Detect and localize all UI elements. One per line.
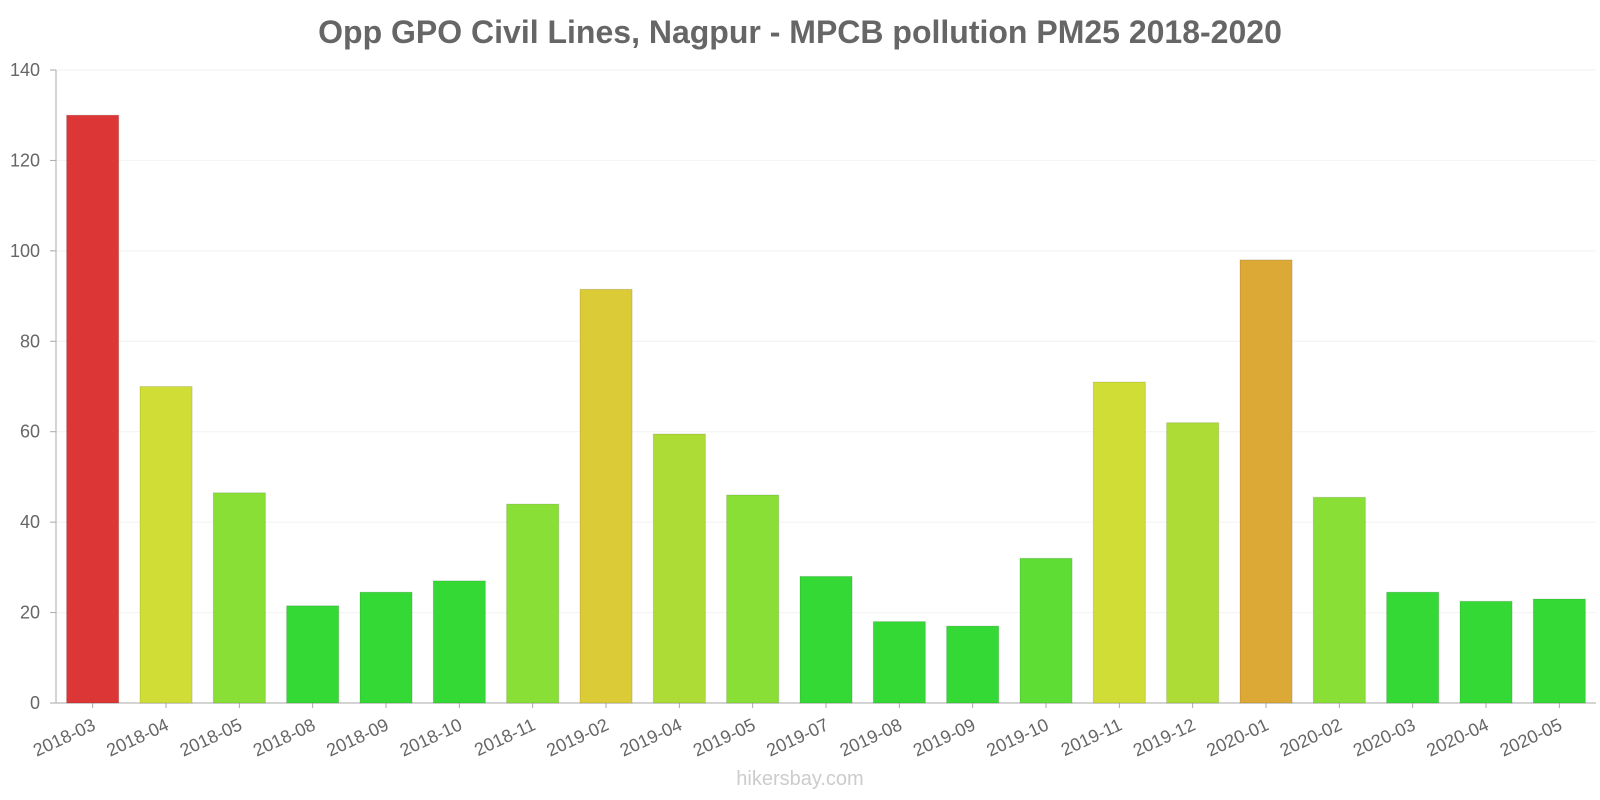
bar-2019-04 [652, 433, 706, 704]
bar-2019-11 [1092, 381, 1146, 704]
y-tick-label: 0 [30, 693, 40, 713]
bar-2018-03 [66, 114, 120, 704]
x-tick-label: 2018-04 [103, 714, 171, 760]
x-tick-label: 2018-09 [323, 714, 391, 760]
bar-2019-10 [1019, 557, 1073, 704]
x-tick-label: 2019-05 [690, 714, 758, 760]
x-tick-labels: 2018-03 2018-04 2018-05 2018-08 2018-09 2018-… [30, 714, 1565, 760]
bar-2020-01 [1239, 259, 1293, 704]
x-tick-label: 2019-08 [837, 714, 905, 760]
bar-2019-02 [579, 288, 633, 704]
y-tick-label: 140 [10, 60, 40, 80]
bar-2019-12 [1166, 422, 1220, 704]
x-tick-label: 2018-10 [397, 714, 465, 760]
bar-2019-09 [946, 625, 1000, 704]
x-tick-label: 2019-02 [543, 714, 611, 760]
x-tick-label: 2020-01 [1203, 714, 1271, 760]
x-tick-label: 2020-04 [1423, 714, 1491, 760]
bar-2018-09 [359, 591, 413, 704]
bar-2019-08 [872, 621, 926, 704]
bar-2018-11 [506, 503, 560, 704]
x-tick-label: 2019-09 [910, 714, 978, 760]
y-tick-label: 100 [10, 241, 40, 261]
bar-2020-04 [1459, 600, 1513, 704]
x-tick-label: 2018-05 [177, 714, 245, 760]
x-tick-label: 2020-02 [1277, 714, 1345, 760]
bar-2019-07 [799, 575, 853, 704]
bar-2020-03 [1386, 591, 1440, 704]
bar-2019-05 [726, 494, 780, 704]
bar-2020-05 [1532, 598, 1586, 704]
y-tick-label: 20 [20, 603, 40, 623]
chart-title: Opp GPO Civil Lines, Nagpur - MPCB pollu… [318, 14, 1282, 50]
y-tick-label: 40 [20, 512, 40, 532]
x-tick-label: 2020-03 [1350, 714, 1418, 760]
x-tick-label: 2019-10 [983, 714, 1051, 760]
x-tick-label: 2019-04 [617, 714, 685, 760]
bar-2018-10 [432, 580, 486, 704]
x-tick-label: 2019-12 [1130, 714, 1198, 760]
bars [66, 114, 1586, 704]
x-tick-label: 2018-08 [250, 714, 318, 760]
watermark: hikersbay.com [736, 768, 864, 790]
bar-2018-08 [286, 605, 340, 704]
x-tick-label: 2020-05 [1497, 714, 1565, 760]
bar-2018-04 [139, 386, 193, 704]
y-tick-labels: 0 20 40 60 80 100 120 140 [10, 60, 40, 713]
y-tick-label: 60 [20, 422, 40, 442]
x-tick-label: 2019-11 [1058, 714, 1125, 759]
x-tick-label: 2018-11 [471, 714, 538, 759]
y-tick-label: 80 [20, 331, 40, 351]
x-tick-label: 2019-07 [763, 714, 831, 760]
bar-2020-02 [1312, 496, 1366, 704]
x-tick-label: 2018-03 [30, 714, 98, 760]
bar-2018-05 [212, 492, 266, 704]
y-tick-label: 120 [10, 150, 40, 170]
